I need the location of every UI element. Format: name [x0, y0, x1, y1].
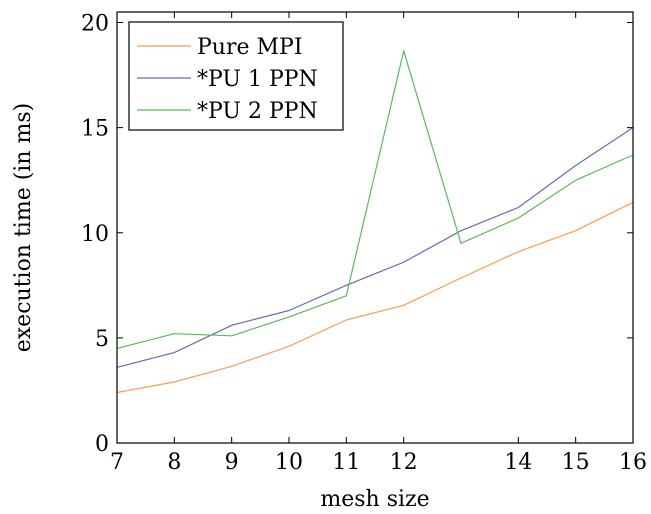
legend-label: Pure MPI	[197, 35, 303, 60]
y-tick-label: 15	[81, 117, 109, 142]
y-tick-label: 20	[81, 12, 109, 37]
legend-label: *PU 2 PPN	[197, 99, 318, 124]
x-tick-label: 14	[504, 450, 532, 475]
legend-label: *PU 1 PPN	[197, 67, 318, 92]
y-tick-label: 10	[81, 222, 109, 247]
x-axis-label: mesh size	[320, 487, 429, 512]
y-axis-label: execution time (in ms)	[11, 103, 36, 353]
x-tick-label: 16	[619, 450, 647, 475]
series-line	[116, 50, 634, 349]
x-tick-label: 11	[332, 450, 360, 475]
series-layer	[116, 50, 634, 394]
x-tick-label: 12	[390, 450, 418, 475]
series-line	[116, 127, 634, 368]
x-tick-label: 7	[110, 450, 124, 475]
y-tick-label: 5	[95, 327, 109, 352]
ticks-layer: 7 8 9 10 11 12 14 15 16 0 5 10 15 20	[81, 12, 647, 475]
x-tick-label: 10	[275, 450, 303, 475]
plot-frame	[116, 11, 634, 444]
x-tick-label: 8	[167, 450, 181, 475]
y-tick-label: 0	[95, 432, 109, 457]
legend: Pure MPI *PU 1 PPN *PU 2 PPN	[128, 21, 344, 131]
legend-box	[128, 21, 344, 131]
x-tick-label: 15	[562, 450, 590, 475]
x-tick-label: 9	[225, 450, 239, 475]
series-line	[116, 201, 634, 394]
